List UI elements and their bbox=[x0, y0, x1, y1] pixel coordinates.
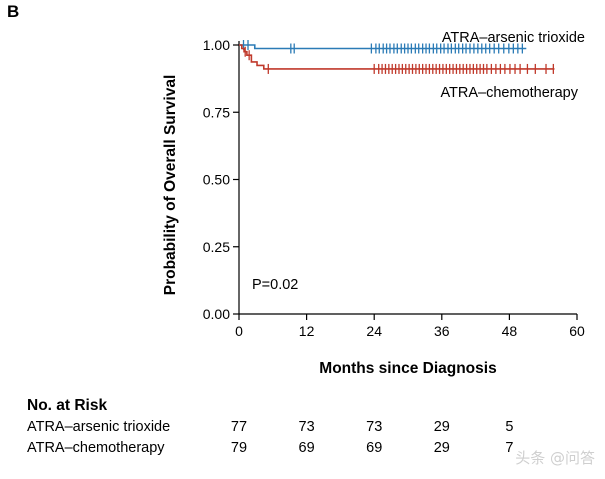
x-tick-label: 36 bbox=[434, 323, 450, 339]
risk-count: 69 bbox=[299, 440, 315, 456]
y-tick-label: 1.00 bbox=[203, 37, 230, 53]
risk-count: 29 bbox=[434, 440, 450, 456]
x-tick-label: 24 bbox=[366, 323, 382, 339]
risk-row-label: ATRA–arsenic trioxide bbox=[27, 419, 170, 435]
chart-labels: ATRA–arsenic trioxide ATRA–chemotherapy P=… bbox=[162, 30, 585, 377]
y-tick-label: 0.25 bbox=[203, 239, 230, 255]
x-tick-label: 0 bbox=[235, 323, 243, 339]
risk-table-title: No. at Risk bbox=[27, 397, 107, 414]
panel-label: B bbox=[7, 2, 20, 21]
risk-row-label: ATRA–chemotherapy bbox=[27, 440, 165, 456]
risk-count: 79 bbox=[231, 440, 247, 456]
y-tick-label: 0.50 bbox=[203, 172, 230, 188]
x-tick-label: 60 bbox=[569, 323, 585, 339]
x-tick-label: 12 bbox=[299, 323, 315, 339]
x-axis-title: Months since Diagnosis bbox=[319, 360, 496, 377]
x-tick-label: 48 bbox=[502, 323, 518, 339]
risk-table: No. at Risk ATRA–arsenic trioxide 77 73 73 29… bbox=[27, 397, 513, 456]
risk-count: 77 bbox=[231, 419, 247, 435]
survival-curves bbox=[239, 40, 555, 74]
risk-count: 5 bbox=[505, 419, 513, 435]
y-axis-title: Probability of Overall Survival bbox=[162, 75, 179, 296]
series-label-arsenic: ATRA–arsenic trioxide bbox=[442, 30, 585, 46]
p-value-annotation: P=0.02 bbox=[252, 277, 298, 293]
risk-count: 7 bbox=[505, 440, 513, 456]
series-label-chemo: ATRA–chemotherapy bbox=[440, 85, 578, 101]
y-tick-label: 0.75 bbox=[203, 104, 230, 120]
risk-count: 29 bbox=[434, 419, 450, 435]
risk-count: 73 bbox=[366, 419, 382, 435]
y-tick-label: 0.00 bbox=[203, 306, 230, 322]
axes: 0.00 0.25 0.50 0.75 1.00 0 12 24 36 48 60 bbox=[203, 37, 585, 339]
risk-count: 73 bbox=[299, 419, 315, 435]
risk-count: 69 bbox=[366, 440, 382, 456]
watermark: 头条 @问答 bbox=[515, 449, 595, 467]
